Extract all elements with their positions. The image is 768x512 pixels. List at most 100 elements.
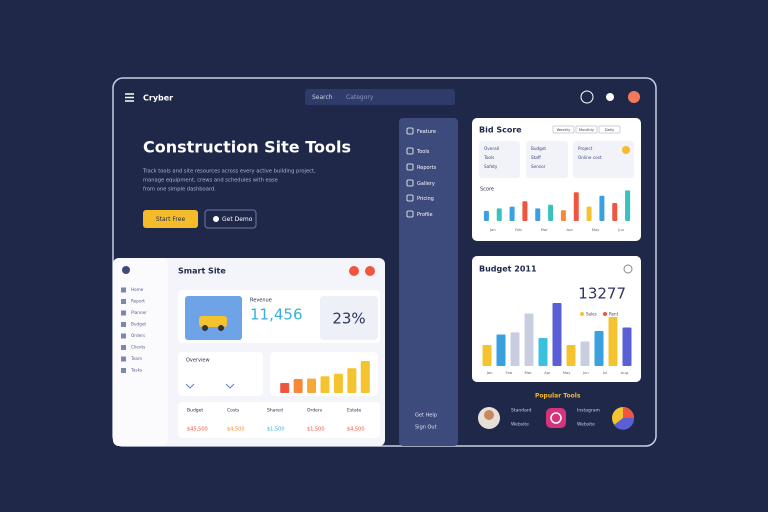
budget-menu[interactable]: [623, 264, 633, 274]
sidebar-item[interactable]: Feature: [417, 129, 436, 135]
bar: [573, 192, 579, 221]
tab[interactable]: [598, 125, 621, 134]
menu-item: Team: [130, 356, 142, 361]
play-icon: [213, 216, 219, 222]
table-header: Costs: [227, 408, 240, 414]
table-header: Orders: [307, 408, 323, 414]
stat-box: [526, 141, 568, 178]
settings-icon[interactable]: [580, 90, 594, 104]
table-header: Budget: [187, 408, 203, 414]
tab[interactable]: [552, 125, 575, 134]
sidebar-item[interactable]: Pricing: [417, 196, 434, 202]
menu-item: Report: [131, 299, 145, 304]
avatar[interactable]: [628, 91, 640, 103]
bar: [522, 201, 528, 221]
menu-item: Tasks: [130, 368, 142, 373]
bar: [360, 361, 370, 393]
x-tick-label: Jan: [489, 227, 496, 232]
menu-icon: [121, 310, 126, 316]
bar: [320, 376, 330, 393]
hero-text: manage equipment, crews and schedules wi…: [143, 178, 278, 184]
x-tick-label: Jun: [582, 370, 590, 375]
sidebar-icon: [406, 210, 414, 218]
menu-item: Home: [131, 287, 144, 292]
stat-text: Overall: [484, 146, 499, 151]
menu-icon: [121, 368, 126, 373]
x-tick-label: Feb: [515, 227, 522, 232]
tab-label: Monthly: [579, 127, 595, 132]
primary-button[interactable]: [143, 210, 198, 228]
sidebar-item[interactable]: Reports: [417, 165, 437, 171]
top-bar: Cryber Search Category: [125, 89, 640, 105]
tab-label: Weekly: [557, 127, 571, 132]
sidebar-icon: [406, 163, 414, 171]
sidebar-item[interactable]: Tools: [416, 149, 430, 155]
popular-title: Popular Tools: [535, 393, 581, 400]
category-text: Category: [346, 94, 374, 101]
sidebar-icon: [406, 179, 414, 187]
bar: [552, 303, 562, 366]
instagram-icon[interactable]: [546, 408, 566, 428]
instagram-lens: [550, 412, 562, 424]
panel-icon[interactable]: [349, 266, 359, 276]
bar: [622, 327, 632, 366]
overview-card: [178, 352, 263, 396]
bar: [524, 313, 534, 366]
stat-text: Budget: [531, 146, 546, 151]
popular-text: Standard: [511, 408, 532, 414]
sidebar-item[interactable]: Gallery: [417, 181, 435, 187]
table-value: $4,500: [347, 427, 365, 433]
bar: [566, 345, 576, 366]
percent-value: 23%: [332, 310, 365, 328]
stat-text: Project: [578, 146, 593, 151]
x-tick-label: Jan: [486, 370, 493, 375]
menu-item: Clients: [131, 345, 145, 350]
bar: [538, 338, 548, 366]
tab-label: Daily: [605, 127, 615, 132]
bar: [496, 334, 506, 366]
table-value: $45,500: [187, 427, 208, 433]
menu-icon: [121, 356, 126, 362]
bid-chart-label: Score: [480, 187, 494, 193]
sidebar-item[interactable]: Profile: [417, 212, 433, 218]
bar: [580, 341, 590, 366]
percent-box: [320, 296, 378, 340]
x-tick-label: Aug: [621, 370, 629, 375]
overview-label: Overview: [186, 358, 210, 364]
menu-item: Planner: [131, 310, 147, 315]
hero: Construction Site Tools Track tools and …: [142, 138, 351, 229]
x-tick-label: Jul: [602, 370, 608, 375]
hero-text: from one simple dashboard.: [143, 187, 216, 193]
table-value: $4,500: [227, 427, 245, 433]
bar: [483, 210, 489, 221]
search-bar[interactable]: [305, 89, 455, 105]
pie-slice: [623, 407, 634, 418]
arrows: [185, 383, 235, 389]
revenue-value: 11,456: [250, 306, 303, 324]
popular-text: Instagram: [577, 408, 600, 414]
stat-text: Safety: [484, 164, 498, 169]
panel-icon[interactable]: [365, 266, 375, 276]
menu-icon[interactable]: [125, 93, 134, 102]
truck: [199, 316, 227, 327]
stat-text: Sensor: [531, 164, 546, 169]
popular-text: Website: [577, 422, 595, 428]
sidebar-icon: [406, 147, 414, 155]
x-tick-label: Mar: [541, 227, 549, 232]
hero-title: Construction Site Tools: [143, 138, 351, 157]
stat-text: Staff: [531, 155, 541, 160]
tab[interactable]: [575, 125, 598, 134]
table-header: Shared: [267, 408, 283, 414]
bar: [307, 378, 317, 393]
bar: [548, 204, 554, 221]
table-value: $1,500: [307, 427, 325, 433]
budget-title: Budget 2011: [479, 265, 537, 274]
table-value: $1,500: [267, 427, 285, 433]
menu-icon: [121, 345, 126, 350]
table-card: [178, 402, 380, 438]
bell-icon[interactable]: [606, 93, 614, 101]
secondary-button[interactable]: [204, 209, 257, 229]
x-tick-label: May: [592, 227, 601, 232]
logo: Cryber: [143, 94, 173, 103]
